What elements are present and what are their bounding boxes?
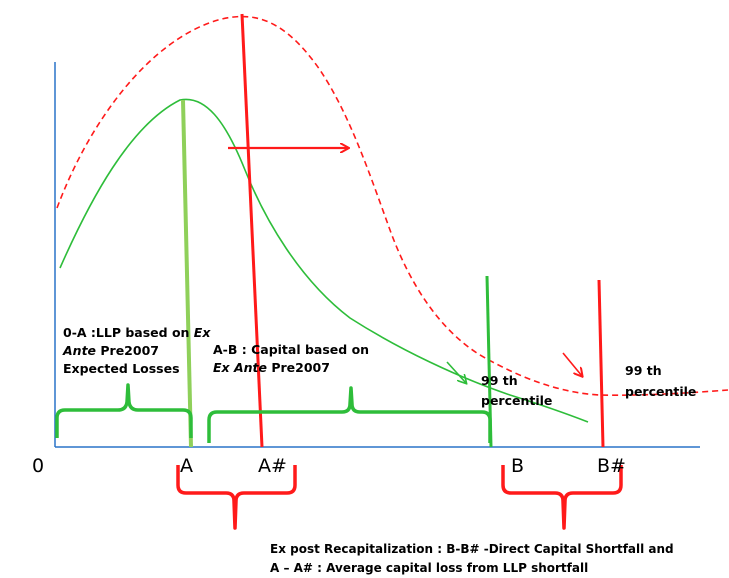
footnote-line2: A – A# : Average capital loss from LLP s… (270, 561, 588, 575)
llp-line1-em: Ex (194, 325, 212, 340)
ex-post-percentile-pointer (562, 352, 582, 376)
svg-text:Ex Ante Pre2007: Ex Ante Pre2007 (213, 360, 330, 375)
axis-label-A-hash: A# (258, 455, 287, 477)
ex-ante-percentile-line2: percentile (481, 393, 552, 408)
brace-0-A (55, 383, 193, 438)
svg-text:0-A :LLP based on Ex: 0-A :LLP based on Ex (63, 325, 211, 340)
axis-label-B: B (511, 455, 524, 477)
axis-label-A: A (180, 455, 193, 477)
ex-post-loss-curve (56, 15, 729, 396)
capital-line1: A-B : Capital based on (213, 342, 369, 357)
ex-ante-percentile-label: 99 th percentile (481, 373, 552, 408)
ex-post-percentile-line1: 99 th (625, 363, 662, 378)
ex-ante-percentile-pointer (446, 361, 466, 383)
brace-B-B-hash (501, 465, 623, 530)
axis-label-B-hash: B# (597, 455, 626, 477)
ex-ante-percentile-line1: 99 th (481, 373, 518, 388)
ex-post-percentile-line2: percentile (625, 384, 696, 399)
llp-line3: Expected Losses (63, 361, 180, 376)
recapitalization-footnote: Ex post Recapitalization : B-B# -Direct … (270, 542, 674, 575)
ex-ante-loss-curve (59, 98, 589, 423)
capital-line2: Pre2007 (267, 360, 330, 375)
llp-line2-em: Ante (62, 343, 96, 358)
capital-line2-em: Ex Ante (213, 360, 267, 375)
marker-A (181, 99, 193, 448)
brace-A-B (207, 386, 492, 443)
brace-A-A-hash (176, 465, 297, 530)
marker-A-hash (240, 13, 264, 448)
llp-line1: 0-A :LLP based on (63, 325, 194, 340)
axis-label-origin: 0 (32, 455, 44, 477)
marker-B-hash (597, 279, 605, 448)
capital-annotation: A-B : Capital based on Ex Ante Pre2007 (213, 342, 369, 375)
ex-post-percentile-label: 99 th percentile (625, 363, 696, 399)
footnote-line1: Ex post Recapitalization : B-B# -Direct … (270, 542, 674, 556)
llp-line2: Pre2007 (96, 343, 159, 358)
svg-text:Ante Pre2007: Ante Pre2007 (62, 343, 159, 358)
llp-annotation: 0-A :LLP based on Ex Ante Pre2007 Expect… (62, 325, 211, 376)
